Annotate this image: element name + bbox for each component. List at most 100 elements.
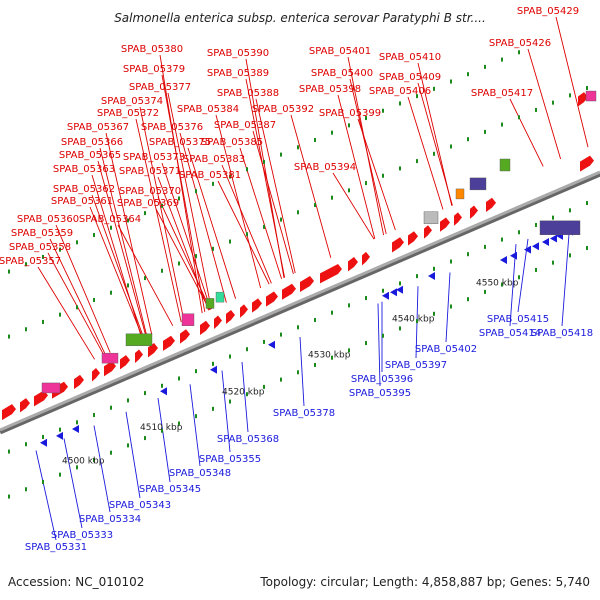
- gc-dot: [144, 391, 146, 396]
- gc-dot: [416, 319, 418, 324]
- reverse-gene-arrow: [382, 291, 389, 300]
- gene-label-top: SPAB_05398: [299, 84, 361, 95]
- gc-dot: [76, 420, 78, 425]
- leader-line: [357, 118, 396, 231]
- reverse-gene-arrow: [396, 285, 403, 294]
- gc-dot: [59, 312, 61, 317]
- reverse-gene-arrow: [500, 256, 507, 264]
- genome-summary-text: Topology: circular; Length: 4,858,887 bp…: [259, 575, 590, 589]
- gc-dot: [382, 288, 384, 293]
- gc-dot: [8, 494, 10, 499]
- gc-dot: [42, 479, 44, 484]
- gc-dot: [365, 296, 367, 301]
- forward-gene-arrow: [470, 205, 478, 219]
- gc-dot: [195, 254, 197, 259]
- gc-dot: [93, 233, 95, 238]
- leader-line: [509, 98, 544, 167]
- gene-label-bottom: SPAB_05395: [349, 388, 411, 399]
- forward-gene-arrow: [282, 283, 296, 300]
- gc-dot: [263, 339, 265, 344]
- leader-line: [55, 224, 111, 353]
- gene-label-bottom: SPAB_05343: [109, 500, 171, 511]
- leader-line: [99, 147, 148, 337]
- gene-label-top: SPAB_05361: [51, 196, 113, 207]
- leader-line: [221, 370, 231, 453]
- gc-dot: [314, 317, 316, 322]
- gc-dot: [263, 159, 265, 164]
- forward-gene-arrow: [92, 368, 100, 382]
- gc-dot: [416, 94, 418, 99]
- gc-dot: [178, 261, 180, 266]
- gc-dot: [365, 341, 367, 346]
- gene-label-bottom: SPAB_05333: [51, 530, 113, 541]
- forward-gene-arrow: [348, 257, 358, 272]
- gene-label-top: SPAB_05406: [369, 86, 431, 97]
- gene-label-top: SPAB_05376: [141, 122, 203, 133]
- gene-label-top: SPAB_05379: [123, 64, 185, 75]
- gc-dot: [297, 145, 299, 150]
- gc-dot: [161, 203, 163, 208]
- leader-line: [91, 174, 143, 340]
- gene-label-top: SPAB_05369: [117, 198, 179, 209]
- position-tick-label: 4550 kbp: [476, 278, 519, 288]
- forward-gene-arrow: [20, 398, 30, 413]
- reverse-gene-arrow: [56, 431, 63, 440]
- purple-feature-box: [469, 177, 487, 191]
- gc-dot: [552, 260, 554, 265]
- leader-line: [97, 160, 147, 338]
- leader-line: [161, 162, 212, 310]
- gc-dot: [382, 108, 384, 113]
- leader-line: [255, 98, 296, 274]
- forward-gene-arrow: [180, 329, 190, 344]
- forward-gene-arrow: [424, 225, 432, 239]
- forward-gene-arrow: [148, 343, 158, 358]
- gc-dot: [178, 376, 180, 381]
- orange-feature-box: [455, 188, 465, 200]
- reverse-gene-arrow: [40, 438, 47, 447]
- gc-dot: [229, 354, 231, 359]
- leader-line: [157, 196, 211, 310]
- gc-dot: [348, 348, 350, 353]
- gc-dot: [348, 303, 350, 308]
- gc-dot: [484, 289, 486, 294]
- leader-line: [49, 238, 106, 355]
- gc-dot: [42, 254, 44, 259]
- gene-label-top: SPAB_05380: [121, 44, 183, 55]
- gc-dot: [280, 377, 282, 382]
- genome-backbone: [0, 170, 600, 435]
- gc-dot: [450, 79, 452, 84]
- gc-dot: [552, 215, 554, 220]
- gc-dot: [450, 259, 452, 264]
- gc-dot: [42, 434, 44, 439]
- pink-feature-box: [585, 90, 597, 102]
- gc-dot: [229, 239, 231, 244]
- gene-label-top: SPAB_05401: [309, 46, 371, 57]
- gc-dot: [93, 458, 95, 463]
- backbone-shadow: [0, 171, 600, 435]
- leader-line: [125, 411, 141, 499]
- leader-line: [215, 114, 262, 289]
- gc-dot: [535, 267, 537, 272]
- position-tick-label: 4500 kbp: [62, 456, 105, 466]
- gc-dot-tracks: [8, 50, 588, 499]
- gc-dot: [518, 230, 520, 235]
- gc-dot: [535, 107, 537, 112]
- gc-dot: [399, 166, 401, 171]
- gc-dot: [229, 174, 231, 179]
- pink-feature-box: [101, 352, 119, 364]
- forward-gene-arrow: [578, 92, 588, 107]
- forward-gene-arrow: [163, 335, 175, 351]
- gc-dot: [212, 406, 214, 411]
- forward-gene-arrow: [320, 263, 342, 284]
- gc-dot: [331, 310, 333, 315]
- grey-feature-box: [423, 211, 439, 224]
- reverse-gene-arrow: [210, 365, 217, 374]
- leader-line: [290, 114, 332, 258]
- reverse-gene-arrow: [268, 340, 275, 349]
- gene-label-top: SPAB_05370: [119, 186, 181, 197]
- gc-dot: [25, 487, 27, 492]
- label-leader-lines: [35, 16, 589, 541]
- gc-dot: [569, 93, 571, 98]
- gc-dot: [110, 405, 112, 410]
- forward-gene-arrow: [362, 251, 370, 266]
